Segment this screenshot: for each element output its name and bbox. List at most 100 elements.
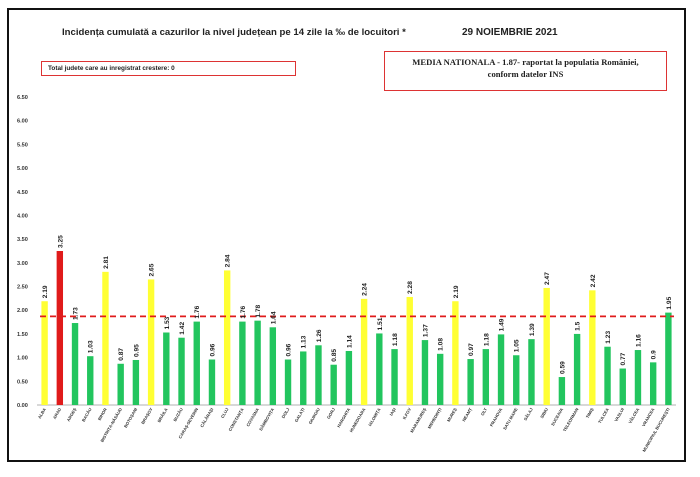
bars [41,251,672,405]
category-label: OLT [480,407,489,417]
category-label: VASLUI [613,407,625,423]
value-label: 0.95 [133,344,140,357]
bar [589,290,596,405]
value-label: 1.16 [635,334,642,347]
bar [41,301,48,405]
value-label: 2.42 [590,274,597,287]
bar [163,332,170,405]
category-label: NEAMȚ [461,407,473,423]
category-label: DÂMBOVIȚA [258,407,275,431]
bar [421,340,429,405]
bar [147,279,155,405]
bar [391,349,398,405]
category-label: VÂLCEA [627,407,640,424]
bar [619,368,626,405]
y-tick-label: 3.50 [17,237,28,243]
y-tick-label: 2.00 [17,308,28,314]
bar [56,251,64,405]
category-label: TELEORMAN [562,407,580,432]
bar [178,337,185,405]
value-label: 1.37 [422,324,429,337]
value-label: 2.84 [225,254,232,267]
value-label: 2.19 [453,285,460,298]
bar [102,271,109,405]
y-tick-label: 1.00 [17,356,28,362]
bar [665,312,672,405]
category-label: TIMIȘ [585,407,595,419]
bar [436,353,444,405]
y-axis: 0.00 0.50 1.00 1.50 2.00 2.50 3.00 3.50 4.00 4.50… [17,95,676,409]
bar [497,334,505,405]
bar [87,356,94,405]
value-label: 2.19 [42,285,49,298]
bar [193,321,200,405]
value-label: 1.18 [483,333,490,346]
y-tick-label: 0.00 [17,403,28,409]
bar [573,333,581,405]
category-label: SATU MARE [502,407,519,431]
value-label: 1.14 [346,335,353,348]
bar [482,349,490,405]
y-tick-label: 1.50 [17,332,28,338]
bar [300,351,307,405]
value-label: 1.53 [164,316,171,329]
value-label: 0.77 [620,352,627,365]
bar [239,321,246,405]
y-tick-label: 6.00 [17,119,28,125]
y-tick-label: 6.50 [17,95,28,101]
bar [132,359,140,405]
category-label: VRANCEA [641,407,656,427]
value-label: 2.24 [362,283,369,296]
value-label: 0.96 [286,343,293,356]
value-label: 1.76 [240,305,247,318]
category-label: GORJ [326,406,337,419]
bar [117,363,124,405]
category-label: TULCEA [597,407,610,424]
value-label: 0.9 [651,350,658,359]
category-label: PRAHOVA [489,407,504,427]
bar [406,296,413,405]
value-label: 1.05 [514,339,521,352]
bar [467,359,474,405]
category-label: CLUJ [220,406,230,419]
bar [543,287,550,405]
bar [330,364,337,405]
category-label: BRAȘOV [140,407,153,425]
value-label: 2.28 [407,281,414,294]
bar [649,362,657,405]
value-label: 1.78 [255,304,262,317]
bar [315,345,322,405]
national-average-line-2: conform datelor INS [487,69,564,79]
chart-date: 29 NOIEMBRIE 2021 [462,27,558,38]
value-label: 1.08 [438,338,445,351]
value-labels: 2.19 3.25 1.73 1.03 2.81 0.87 0.95 2.65 1.53 1.42… [42,235,673,374]
value-label: 1.18 [392,333,399,346]
category-label: BOTOȘANI [123,407,138,429]
value-label: 0.85 [331,349,338,362]
value-label: 2.47 [544,272,551,285]
value-label: 1.42 [179,322,186,335]
value-label: 2.65 [149,263,156,276]
y-tick-label: 0.50 [17,379,28,385]
value-label: 1.73 [73,307,80,320]
bar [345,350,353,405]
y-tick-label: 5.00 [17,166,28,172]
bar [254,320,261,405]
category-label: MUREȘ [446,407,458,423]
category-label: IALOMIȚA [367,407,381,427]
value-label: 1.51 [377,317,384,330]
bar [208,359,216,405]
category-label: GALAȚI [293,407,305,423]
national-average-note: MEDIA NATIONALA - 1.87- raportat la popu… [384,51,667,91]
category-label: BRĂILA [156,407,168,423]
value-label: 1.03 [88,340,95,353]
category-label: ILFOV [402,407,413,420]
category-label: DOLJ [280,406,290,419]
value-label: 1.39 [529,323,536,336]
category-label: MEHEDINȚI [427,407,443,429]
category-label: HARGHITA [336,407,351,428]
category-label: ARGEȘ [66,407,78,423]
category-label: MARAMUREȘ [409,407,427,434]
